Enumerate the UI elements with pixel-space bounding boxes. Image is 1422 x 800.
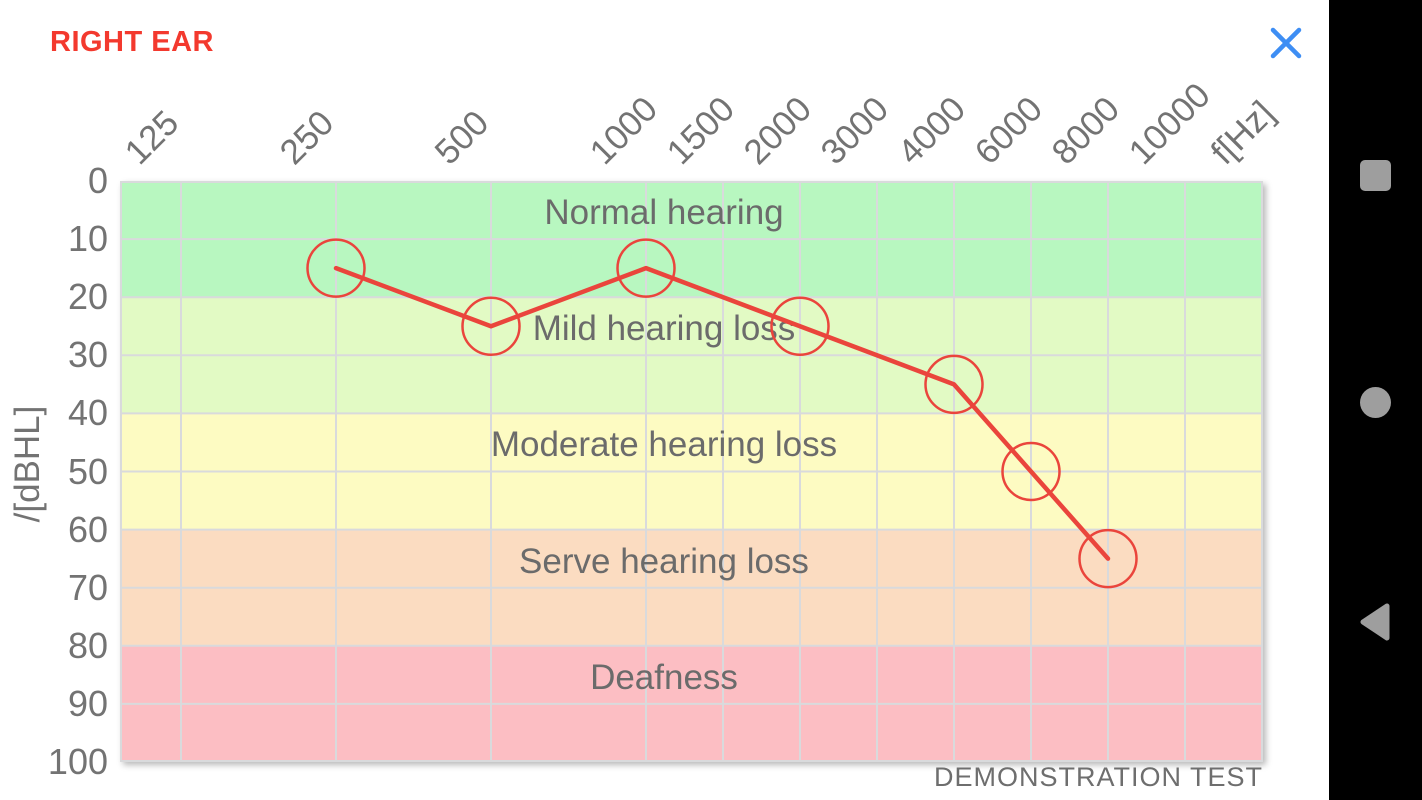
band-label: Normal hearing — [544, 193, 784, 232]
x-tick-label: 8000 — [1044, 89, 1128, 172]
x-tick-label: 125 — [117, 103, 187, 172]
x-tick-label: 2000 — [736, 89, 820, 172]
y-tick-label: 90 — [67, 682, 108, 724]
x-tick-label: 10000 — [1121, 75, 1218, 172]
y-tick-label: 0 — [87, 160, 108, 201]
back-button[interactable] — [1329, 590, 1422, 654]
x-tick-label: 6000 — [967, 89, 1051, 172]
x-tick-label: 3000 — [813, 89, 897, 172]
y-tick-label: 10 — [67, 218, 108, 260]
close-button[interactable] — [1267, 25, 1305, 63]
back-triangle-icon — [1360, 603, 1389, 641]
android-nav-bar — [1329, 0, 1422, 800]
y-tick-label: 100 — [47, 741, 108, 782]
band-label: Moderate hearing loss — [490, 425, 838, 465]
recents-button[interactable] — [1329, 143, 1422, 207]
y-tick-label: 40 — [67, 392, 108, 434]
home-button[interactable] — [1329, 370, 1422, 434]
x-tick-label: 1000 — [582, 89, 666, 172]
y-tick-label: 30 — [67, 334, 108, 376]
close-icon — [1270, 27, 1302, 58]
x-tick-label: 4000 — [890, 89, 974, 172]
audiogram-chart: Normal hearing Mild hearing loss Moderate … — [120, 181, 1263, 762]
y-tick-label: 20 — [67, 276, 108, 318]
x-tick-label: 500 — [427, 103, 497, 172]
x-tick-label: 250 — [272, 103, 342, 172]
recents-square-icon — [1360, 159, 1391, 191]
band-label: Serve hearing loss — [519, 541, 809, 581]
x-tick-label: 1500 — [659, 89, 743, 172]
y-tick-label: 80 — [67, 624, 108, 666]
band-label: Mild hearing loss — [532, 309, 796, 349]
home-circle-icon — [1360, 386, 1391, 418]
y-tick-label: 60 — [67, 508, 108, 550]
band-label: Deafness — [590, 657, 738, 697]
band-labels: Normal hearing Mild hearing loss Moderate … — [120, 181, 1263, 762]
y-tick-label: 50 — [67, 450, 108, 492]
page-title: RIGHT EAR — [50, 26, 214, 58]
x-axis-unit-label: f[Hz] — [1203, 93, 1282, 172]
watermark: DEMONSTRATION TEST — [933, 762, 1263, 792]
y-tick-label: 70 — [67, 566, 108, 608]
